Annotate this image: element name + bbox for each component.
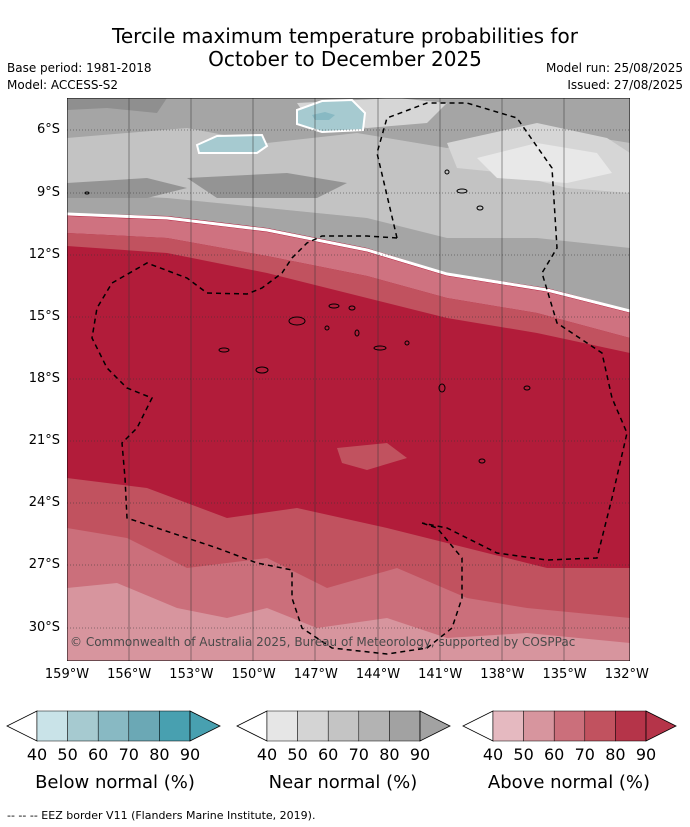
colorbar-segment <box>492 710 524 742</box>
longitude-label: 147°W <box>293 667 338 682</box>
colorbar-segment <box>128 710 160 742</box>
colorbar-tick-label: 90 <box>179 745 201 764</box>
longitude-label: 141°W <box>418 667 463 682</box>
longitude-label: 144°W <box>355 667 401 682</box>
colorbar-tick-label: 80 <box>149 745 170 764</box>
colorbar-above-title: Above normal (%) <box>487 772 651 793</box>
colorbar-tick-label: 60 <box>544 745 565 764</box>
longitude-label: 153°W <box>169 667 214 682</box>
colorbar-tick-label: 90 <box>409 745 431 764</box>
colorbar-segment <box>266 710 298 742</box>
below-normal-patch <box>195 133 269 154</box>
latitude-label: 15°S <box>28 309 60 324</box>
colorbar-segment <box>523 710 555 742</box>
longitude-label: 138°W <box>480 667 525 682</box>
copyright-text: © Commonwealth of Australia 2025, Bureau… <box>70 635 575 649</box>
near-normal-region <box>187 173 347 198</box>
colorbar-tick-label: 60 <box>88 745 109 764</box>
colorbar-under-arrow <box>462 710 494 742</box>
colorbar-under-arrow <box>236 710 268 742</box>
latitude-label: 18°S <box>28 371 60 386</box>
above-normal-band <box>67 583 630 661</box>
colorbar-tick-label: 80 <box>379 745 400 764</box>
latitude-label: 30°S <box>28 620 60 635</box>
title-line-1: Tercile maximum temperature probabilitie… <box>112 24 578 48</box>
colorbar-segment <box>297 710 329 742</box>
latitude-label: 27°S <box>28 557 60 572</box>
colorbar-segment <box>97 710 130 742</box>
longitude-label: 159°W <box>44 667 90 682</box>
colorbar-over-arrow <box>189 710 221 742</box>
probability-contour <box>67 212 630 313</box>
near-normal-region <box>67 98 167 113</box>
latitude-label: 6°S <box>36 122 60 137</box>
colorbar-tick-label: 70 <box>348 745 369 764</box>
colorbar-under-arrow <box>6 710 38 742</box>
colorbar-below-normal <box>6 710 221 742</box>
colorbar-segment <box>358 710 390 742</box>
base-period: Base period: 1981-2018 <box>7 61 152 75</box>
above-normal-band <box>67 216 630 338</box>
colorbar-tick-label: 50 <box>513 745 534 764</box>
issued-date: Issued: 27/08/2025 <box>567 78 683 92</box>
map-grid <box>67 129 630 629</box>
colorbar-segment <box>584 710 616 742</box>
map-meridians <box>128 98 565 661</box>
colorbar-segment <box>67 710 99 742</box>
colorbars <box>6 710 677 742</box>
colorbar-segment <box>553 710 586 742</box>
colorbar-tick-label: 40 <box>256 745 278 764</box>
longitude-label: 150°W <box>231 667 276 682</box>
model-name: Model: ACCESS-S2 <box>7 78 119 92</box>
colorbar-below-title: Below normal (%) <box>35 772 195 793</box>
colorbar-tick-label: 40 <box>26 745 48 764</box>
colorbar-segment <box>389 710 421 742</box>
colorbar-over-arrow <box>419 710 451 742</box>
colorbar-segment <box>327 710 360 742</box>
colorbar-tick-label: 70 <box>118 745 139 764</box>
eez-border <box>91 235 463 655</box>
latitude-label: 12°S <box>28 247 60 262</box>
below-normal-patch <box>312 112 335 120</box>
colorbar-near-normal <box>236 710 451 742</box>
colorbar-segment <box>159 710 191 742</box>
islands <box>84 169 531 464</box>
near-normal-region <box>477 143 612 183</box>
above-normal-band <box>67 233 630 353</box>
eez-footnote: -- -- -- EEZ border V11 (Flanders Marine… <box>7 809 316 822</box>
colorbar-over-arrow <box>645 710 677 742</box>
probability-map: © Commonwealth of Australia 2025, Bureau… <box>67 98 630 661</box>
colorbar-tick-label: 80 <box>605 745 626 764</box>
colorbar-near-title: Near normal (%) <box>268 772 418 793</box>
latitude-label: 9°S <box>36 185 60 200</box>
title-line-2: October to December 2025 <box>208 47 482 71</box>
eez-border <box>376 102 628 561</box>
colorbar-tick-label: 70 <box>574 745 595 764</box>
latitude-label: 24°S <box>28 495 60 510</box>
longitude-label: 156°W <box>107 667 152 682</box>
longitude-label: 135°W <box>542 667 587 682</box>
model-run: Model run: 25/08/2025 <box>545 61 683 75</box>
colorbar-tick-label: 60 <box>318 745 339 764</box>
colorbar-segment <box>36 710 68 742</box>
above-normal-band <box>337 443 407 470</box>
colorbar-segment <box>615 710 647 742</box>
colorbar-tick-label: 50 <box>287 745 308 764</box>
colorbar-tick-label: 40 <box>482 745 504 764</box>
colorbar-tick-label: 90 <box>635 745 657 764</box>
colorbar-above-normal <box>462 710 677 742</box>
colorbar-tick-label: 50 <box>57 745 78 764</box>
longitude-label: 132°W <box>604 667 649 682</box>
latitude-label: 21°S <box>28 433 60 448</box>
